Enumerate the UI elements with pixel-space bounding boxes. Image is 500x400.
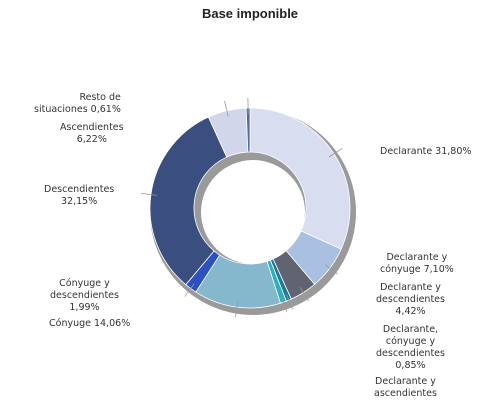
- slice-label-declarante-descendientes: Declarante y descendientes 4,42%: [376, 282, 445, 317]
- leader-line-declarante-y-ascendientes: [281, 296, 288, 312]
- donut-slices: [149, 107, 351, 309]
- slice-declarante: [249, 107, 351, 250]
- slice-descendientes: [149, 116, 228, 286]
- slice-label-declarante-conyuge: Declarante y cónyuge 7,10%: [380, 252, 454, 275]
- slice-label-ascendientes: Ascendientes 6,22%: [60, 122, 124, 145]
- slice-label-resto-situaciones: Resto de situaciones 0,61%: [34, 92, 121, 115]
- leader-line-descendientes: [140, 192, 157, 196]
- chart-title: Base imponible: [201, 6, 299, 21]
- leader-line-ascendientes: [224, 100, 229, 117]
- leader-line-declarante: [328, 147, 343, 158]
- slice-label-descendientes: Descendientes 32,15%: [44, 184, 115, 207]
- slice-resto-de-situaciones: [245, 107, 251, 153]
- leader-line-declarante-conyuge-y-descendientes: [286, 294, 294, 310]
- slice-label-declarante-ascendientes: Declarante y ascendientes: [374, 376, 437, 399]
- slice-label-declarante-conyuge-descendientes: Declarante, cónyuge y descendientes 0,85%: [376, 324, 445, 371]
- leader-line-declarante-y-descendientes: [299, 287, 310, 302]
- slice-label-conyuge: Cónyuge 14,06%: [49, 318, 131, 329]
- leader-line-declarante-y-conyuge: [324, 264, 339, 275]
- slice-label-declarante: Declarante 31,80%: [380, 146, 472, 157]
- leader-line-conyuge: [235, 301, 239, 318]
- leader-line-conyuge-y-descendientes: [184, 283, 195, 297]
- leader-lines: [140, 98, 343, 318]
- slice-label-conyuge-descendientes: Cónyuge y descendientes 1,99%: [50, 278, 119, 313]
